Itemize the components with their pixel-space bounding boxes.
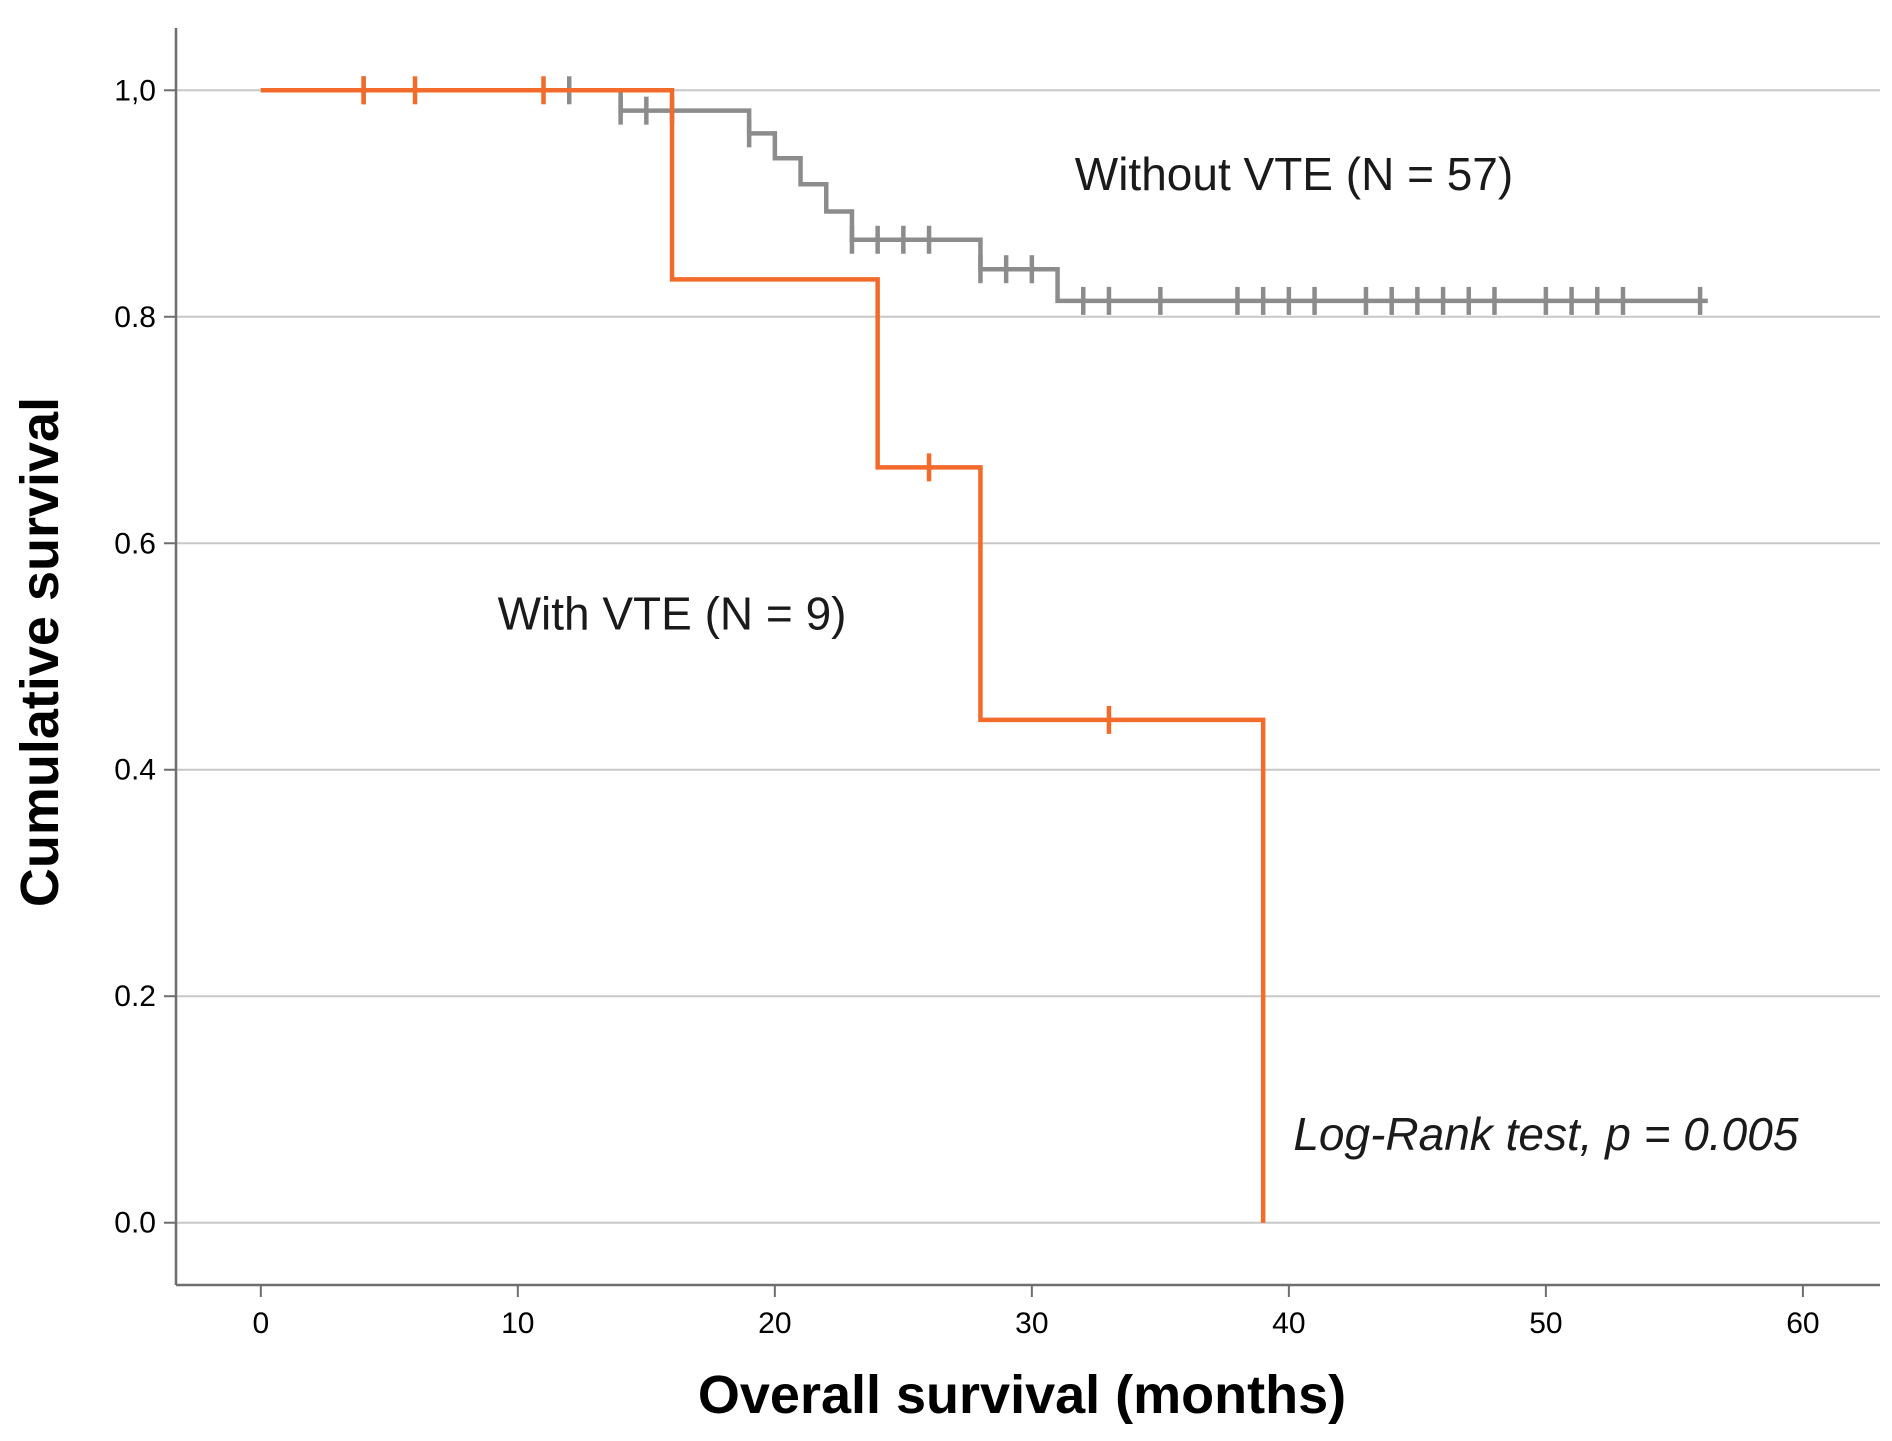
grid-lines xyxy=(176,89,1880,1224)
x-tick-label-5: 50 xyxy=(1529,1307,1562,1340)
series-line-1 xyxy=(260,88,1266,1223)
series-layer xyxy=(260,76,1708,1223)
x-tick-label-1: 10 xyxy=(501,1307,534,1340)
y-tick-label-1: 0.2 xyxy=(114,980,156,1013)
annotation-without: Without VTE (N = 57) xyxy=(1075,148,1513,200)
x-tick-label-2: 20 xyxy=(758,1307,791,1340)
annotation-logrank: Log-Rank test, p = 0.005 xyxy=(1293,1108,1798,1160)
x-ticks: 0 10 20 30 40 50 60 xyxy=(252,1285,1820,1340)
y-tick-label-3: 0.6 xyxy=(114,527,156,560)
y-tick-label-4: 0.8 xyxy=(114,301,156,334)
x-axis-title: Overall survival (months) xyxy=(698,1365,1346,1425)
x-tick-label-4: 40 xyxy=(1272,1307,1305,1340)
annotation-with: With VTE (N = 9) xyxy=(498,587,847,639)
x-tick-label-6: 60 xyxy=(1786,1307,1819,1340)
y-ticks: 0.0 0.2 0.4 0.6 0.8 1,0 xyxy=(114,74,176,1240)
annotations: Without VTE (N = 57) With VTE (N = 9) Log-… xyxy=(498,148,1799,1160)
y-axis-title: Cumulative survival xyxy=(10,397,70,907)
y-tick-label-2: 0.4 xyxy=(114,754,156,787)
axes xyxy=(174,28,1880,1287)
y-tick-label-5: 1,0 xyxy=(114,74,156,107)
x-tick-label-3: 30 xyxy=(1015,1307,1048,1340)
series-1 xyxy=(260,76,1266,1223)
y-tick-label-0: 0.0 xyxy=(114,1207,156,1240)
series-line-0 xyxy=(260,88,1708,304)
x-tick-label-0: 0 xyxy=(252,1307,269,1340)
